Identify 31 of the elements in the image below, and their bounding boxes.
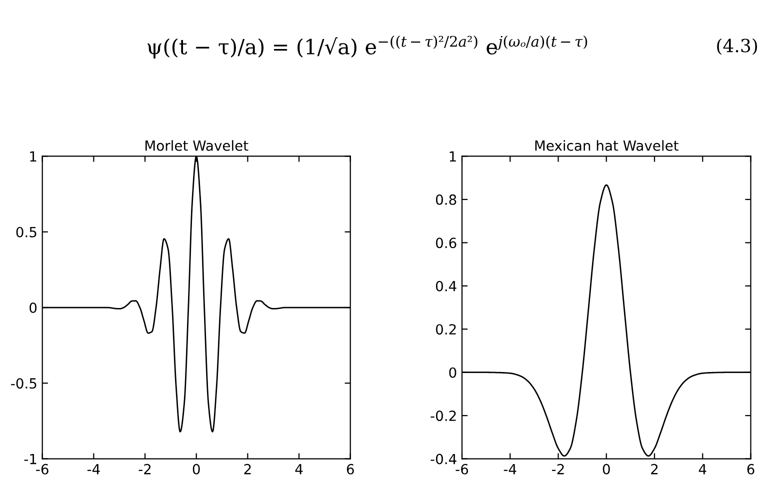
x-tick-label: 6	[346, 464, 354, 474]
x-tick-label: 0	[602, 464, 610, 474]
x-tick-label: 2	[651, 464, 658, 474]
x-tick-label: -6	[456, 464, 468, 474]
y-tick-label: 0	[30, 302, 37, 313]
text: ψ((t − τ)/a) = (1/√a) e$^{−((t−τ)²/2a²)}$ e$^{j(ωₒ/a)(t−τ)}$	[148, 36, 588, 59]
x-tick-label: 4	[295, 464, 303, 474]
y-tick-label: 1	[450, 151, 456, 162]
y-tick-label: 0.5	[16, 226, 36, 238]
y-tick-label: -0.2	[430, 410, 456, 422]
y-tick-label: -0.4	[430, 454, 456, 464]
x-tick-label: 4	[698, 464, 706, 474]
y-tick-label: 0.2	[436, 324, 456, 335]
x-tick-label: -2	[138, 464, 151, 474]
y-tick-label: 0	[449, 367, 456, 378]
x-tick-label: -4	[504, 464, 516, 474]
y-tick-label: 0.8	[436, 194, 456, 205]
x-tick-label: -2	[552, 464, 564, 474]
y-tick-label: -1	[24, 454, 36, 464]
chart-title: Mexican hat Wavelet	[535, 140, 678, 151]
y-tick-label: 1	[30, 151, 36, 162]
y-tick-label: -0.5	[11, 378, 36, 389]
x-tick-label: -4	[87, 464, 100, 474]
y-tick-label: 0.4	[436, 280, 456, 292]
x-tick-label: 6	[747, 464, 754, 474]
text: (4.3)	[717, 38, 758, 55]
x-tick-label: 2	[244, 464, 251, 474]
y-tick-label: 0.6	[436, 238, 456, 248]
x-tick-label: 0	[192, 464, 200, 474]
x-tick-label: -6	[36, 464, 48, 474]
chart-title: Morlet Wavelet	[146, 140, 248, 151]
